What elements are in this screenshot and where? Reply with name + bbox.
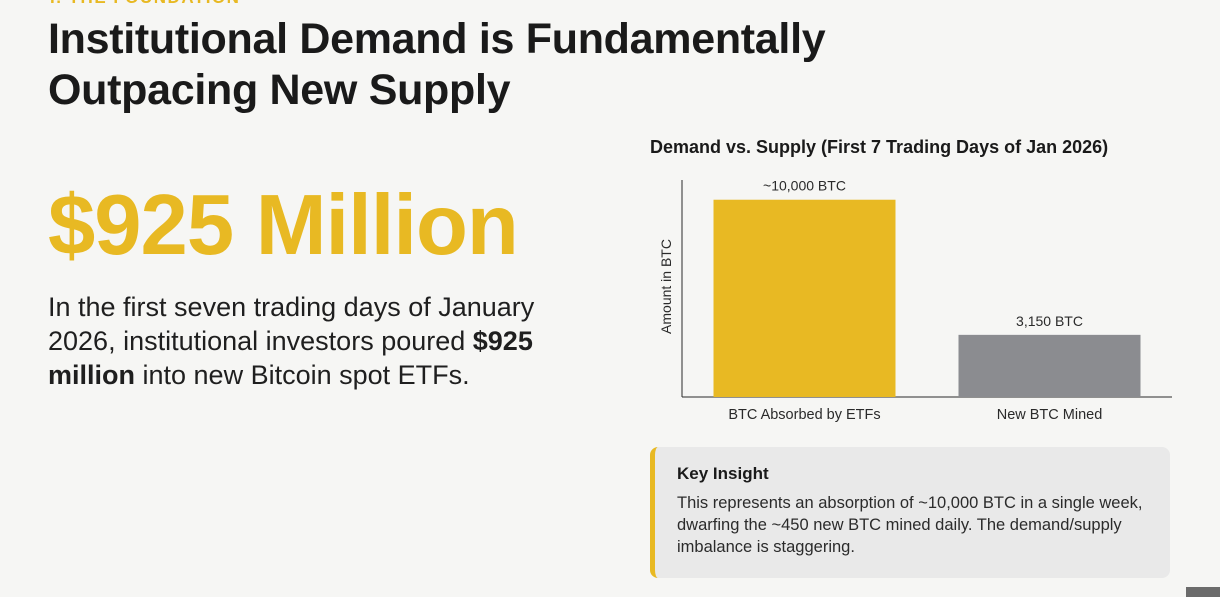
- description-text-end: into new Bitcoin spot ETFs.: [135, 360, 470, 390]
- chart-title: Demand vs. Supply (First 7 Trading Days …: [650, 137, 1109, 157]
- demand-supply-bar-chart: Amount in BTC ~10,000 BTC BTC Absorbed by…: [658, 178, 1172, 423]
- insight-body: This represents an absorption of ~10,000…: [677, 494, 1143, 556]
- section-kicker: I. THE FOUNDATION: [50, 0, 240, 8]
- bar-data-label: ~10,000 BTC: [763, 178, 846, 194]
- hero-description: In the first seven trading days of Janua…: [48, 290, 588, 392]
- description-highlight: $925 million: [48, 326, 533, 390]
- page-title: Institutional Demand is Fundamentally Ou…: [48, 15, 826, 114]
- x-tick-label: BTC Absorbed by ETFs: [728, 407, 880, 423]
- insight-title: Key Insight: [677, 464, 769, 483]
- bar-data-label: 3,150 BTC: [1016, 313, 1083, 329]
- y-axis-label: Amount in BTC: [658, 239, 674, 334]
- corner-mark: [1186, 587, 1220, 597]
- hero-figure: $925 Million: [48, 178, 519, 273]
- description-text-start: In the first seven trading days of Janua…: [48, 292, 535, 356]
- bar-2: [958, 334, 1141, 397]
- key-insight-callout: Key Insight This represents an absorptio…: [650, 447, 1170, 578]
- x-tick-label: New BTC Mined: [997, 407, 1103, 423]
- bar-1: [713, 199, 896, 397]
